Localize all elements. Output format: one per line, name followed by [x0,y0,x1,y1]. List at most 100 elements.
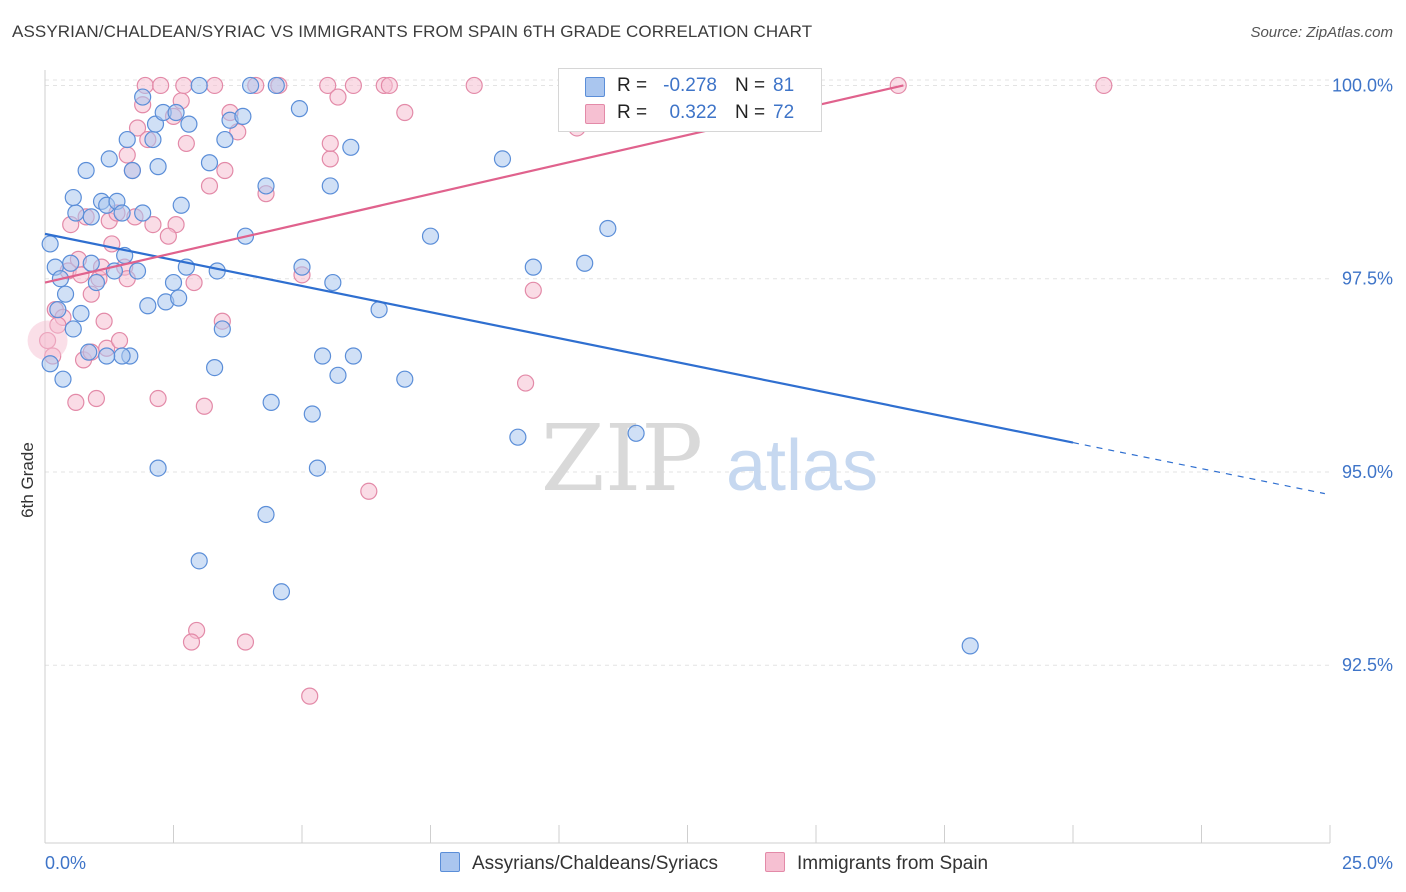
chart-title: ASSYRIAN/CHALDEAN/SYRIAC VS IMMIGRANTS F… [12,22,813,41]
x-tick-label: 25.0% [1342,853,1393,873]
data-point [49,301,67,319]
data-point [206,359,224,377]
data-point [206,76,224,95]
data-point [290,100,309,118]
data-point [267,76,285,95]
data-point [216,130,234,149]
legend-n-value: 72 [773,102,795,123]
data-point [177,134,195,153]
gridlines [45,79,1330,666]
data-point [524,258,542,276]
data-point [524,281,542,299]
data-point [493,150,512,168]
y-tick-labels: 100.0% 97.5% 95.0% 92.5% [1332,75,1393,675]
data-point [87,273,106,292]
y-tick-label: 92.5% [1342,655,1393,675]
data-point [87,389,106,408]
data-point [164,273,183,292]
legend-swatch-blue [585,77,605,97]
data-point [82,254,100,272]
data-point [80,343,98,361]
legend-r-value: 0.322 [669,102,717,123]
data-point [149,389,167,408]
data-point [344,347,362,365]
data-point [516,374,535,392]
data-point [98,347,116,365]
x-tick-labels: 0.0% 25.0% [45,853,1393,873]
data-point [139,297,157,315]
data-point [961,637,979,655]
data-point [128,119,147,137]
data-point [172,196,190,214]
data-point [344,76,362,95]
data-point [329,88,347,106]
data-point [321,150,339,168]
data-point [77,161,95,180]
data-point [308,459,327,477]
data-point [627,424,645,442]
data-point [149,158,167,176]
series-name-assyrians: Assyrians/Chaldeans/Syriacs [472,853,719,874]
data-point [62,254,80,272]
legend-n-label: N = [735,75,766,96]
data-point [128,262,147,280]
legend-r-label: R = [617,102,648,123]
legend-row-assyrians: R = -0.278 N = 81 [559,74,821,100]
data-point [110,331,129,350]
legend-n-value: 81 [773,75,795,96]
data-point [67,204,85,222]
data-point [113,347,131,365]
data-point [1095,76,1113,95]
data-point [134,204,152,222]
data-point [64,188,82,207]
data-point [342,138,360,156]
series-swatch-pink [765,852,785,872]
series-name-spain: Immigrants from Spain [797,853,989,874]
data-point [200,177,219,195]
y-axis-label: 6th Grade [18,442,37,518]
data-point [41,235,59,253]
data-point [216,161,234,180]
data-point [95,312,113,330]
data-point [272,583,291,601]
y-tick-label: 95.0% [1342,462,1393,482]
axes [44,70,1331,844]
data-point [159,227,177,245]
watermark: ZIP atlas [541,405,878,512]
legend-swatch-pink [585,104,605,124]
data-point [123,161,141,180]
data-point [149,459,167,477]
data-point [190,552,208,570]
data-point [54,370,72,388]
data-point [313,347,332,365]
legend-r-value: -0.278 [663,75,717,96]
data-point [380,76,398,95]
data-point [329,366,347,384]
data-point [396,103,414,122]
data-point [257,177,275,195]
watermark-zip: ZIP [541,405,703,512]
correlation-legend: R = -0.278 N = 81 R = 0.322 N = 72 [558,68,822,132]
data-point [257,505,275,524]
series-legend-spain: Immigrants from Spain [765,852,988,876]
data-point [113,204,131,222]
data-point [213,320,231,338]
data-point [234,107,252,125]
data-point [100,150,118,168]
data-point [509,428,527,446]
data-point [144,130,162,149]
data-point [67,393,85,411]
data-point [301,687,319,705]
watermark-atlas: atlas [726,426,878,506]
data-point [118,130,136,149]
data-point [182,633,201,651]
data-point [82,208,100,226]
data-point [321,134,339,153]
series-legend-assyrians: Assyrians/Chaldeans/Syriacs [440,852,718,876]
data-point [72,304,90,323]
data-point [465,76,483,95]
legend-row-spain: R = 0.322 N = 72 [559,101,821,127]
trend-line-assyrians [44,232,1074,444]
data-point [242,76,260,95]
